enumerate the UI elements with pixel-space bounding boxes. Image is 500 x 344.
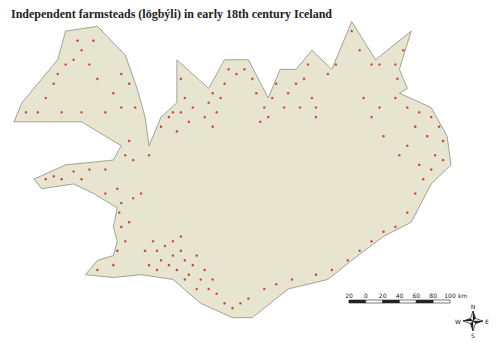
svg-text:20: 20: [345, 292, 353, 299]
svg-text:km: km: [458, 292, 467, 299]
svg-text:0: 0: [364, 292, 368, 299]
svg-text:80: 80: [429, 292, 437, 299]
svg-text:40: 40: [396, 292, 404, 299]
svg-text:20: 20: [379, 292, 387, 299]
svg-text:100: 100: [444, 292, 456, 299]
svg-text:60: 60: [412, 292, 420, 299]
svg-text:W: W: [455, 318, 461, 325]
svg-text:Independent farmsteads (lögbýl: Independent farmsteads (lögbýli) in earl…: [11, 7, 332, 21]
svg-text:N: N: [471, 303, 476, 310]
svg-text:E: E: [485, 318, 489, 325]
svg-text:S: S: [471, 332, 475, 339]
